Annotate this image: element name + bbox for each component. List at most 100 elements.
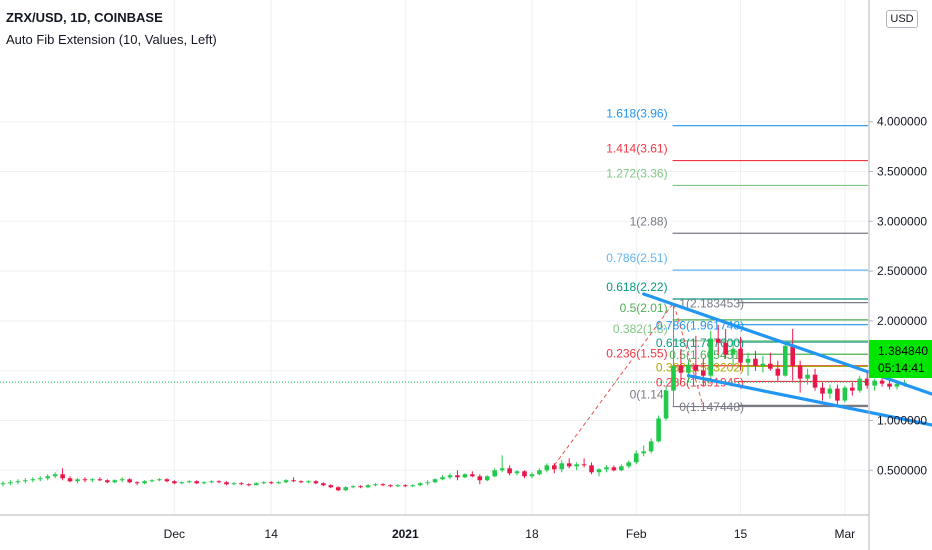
candle-body-46 [343, 487, 348, 491]
candle-body-47 [350, 486, 356, 488]
candle-body-14 [105, 480, 110, 483]
candle-body-120 [894, 383, 900, 387]
y-tick-label-5: 3.000000 [877, 214, 927, 228]
candle-body-70 [522, 471, 527, 477]
candle-body-85 [633, 453, 639, 463]
fib-ret-label-6: 1(2.183453) [679, 297, 744, 311]
candle-body-24 [179, 482, 185, 484]
candle-body-87 [648, 441, 654, 452]
candle-body-105 [782, 345, 788, 376]
candle-body-51 [380, 484, 386, 486]
candle-body-44 [328, 485, 334, 488]
candle-body-119 [887, 383, 892, 387]
candle-body-90 [671, 365, 676, 391]
candle-body-40 [298, 481, 304, 483]
fib-anchor-polyline [553, 301, 704, 466]
candle-body-20 [149, 480, 155, 482]
candle-body-30 [224, 482, 229, 485]
fib-ret-label-2: 0.382(1.543202) [656, 360, 744, 374]
candle-body-72 [537, 470, 542, 475]
candle-body-75 [559, 463, 565, 470]
candle-body-3 [23, 480, 28, 482]
candle-body-79 [589, 465, 594, 473]
candle-body-62 [462, 474, 468, 478]
candle-body-57 [425, 482, 430, 484]
candle-body-118 [879, 380, 885, 384]
candle-body-58 [432, 479, 438, 483]
candle-body-60 [447, 475, 453, 478]
candle-body-56 [417, 483, 423, 486]
candle-body-9 [67, 478, 73, 482]
candle-body-80 [596, 469, 602, 473]
candle-body-111 [827, 388, 833, 394]
candle-body-12 [90, 479, 95, 481]
candle-body-38 [283, 480, 289, 483]
candle-body-83 [619, 466, 624, 471]
y-tick-label-6: 3.500000 [877, 165, 927, 179]
candle-body-49 [365, 485, 371, 488]
candle-body-45 [335, 487, 341, 491]
currency-badge[interactable]: USD [886, 10, 918, 28]
candle-body-18 [134, 482, 140, 484]
candle-body-71 [529, 474, 535, 477]
candle-body-84 [626, 462, 632, 467]
candle-body-50 [373, 484, 378, 486]
bar-countdown-label: 05:14:41 [878, 361, 925, 375]
candle-body-77 [574, 464, 579, 467]
indicator-legend[interactable]: Auto Fib Extension (10, Values, Left) [6, 32, 217, 47]
x-tick-label-4: Feb [626, 527, 647, 541]
candle-body-26 [194, 481, 199, 484]
candle-body-29 [216, 481, 222, 483]
candle-body-43 [321, 483, 326, 486]
fib-ext-label-1: 0.236(1.55) [606, 347, 667, 361]
candle-body-32 [239, 483, 244, 485]
fib-ext-label-3: 0.5(2.01) [620, 301, 668, 315]
candle-body-86 [641, 451, 646, 454]
candle-body-110 [820, 387, 825, 394]
candle-body-35 [261, 482, 267, 484]
candle-body-16 [119, 479, 125, 481]
price-channel[interactable] [642, 292, 932, 428]
candle-body-0 [0, 483, 6, 485]
candle-body-54 [403, 485, 408, 487]
candle-body-19 [142, 481, 147, 484]
candle-body-22 [164, 479, 170, 482]
candle-body-17 [127, 479, 132, 483]
candle-body-5 [37, 478, 43, 480]
candle-body-92 [686, 364, 691, 373]
candle-body-33 [246, 484, 252, 486]
symbol-title[interactable]: ZRX/USD, 1D, COINBASE [6, 10, 163, 25]
candle-body-99 [738, 348, 743, 363]
candle-body-95 [708, 338, 714, 376]
candle-body-114 [850, 387, 855, 391]
fib-ext-label-2: 0.382(1.8) [613, 322, 668, 336]
candle-body-34 [254, 483, 259, 486]
candle-body-23 [172, 481, 177, 484]
candle-body-65 [484, 476, 490, 481]
y-tick-label-4: 2.500000 [877, 264, 927, 278]
candle-body-64 [477, 476, 483, 481]
candle-body-76 [566, 463, 572, 467]
candle-body-106 [790, 345, 795, 366]
candle-body-81 [604, 467, 609, 470]
y-tick-label-7: 4.000000 [877, 115, 927, 129]
candle-body-73 [544, 465, 550, 471]
candle-body-7 [52, 474, 58, 477]
x-tick-label-3: 18 [525, 527, 539, 541]
candle-body-48 [358, 486, 363, 488]
fib-ret-label-0: 0(1.147448) [679, 400, 744, 414]
y-tick-label-0: 0.500000 [877, 463, 927, 477]
grid [0, 0, 869, 515]
candle-body-67 [499, 468, 505, 471]
candle-body-89 [663, 390, 669, 419]
y-tick-label-1: 1.000000 [877, 414, 927, 428]
candle-body-100 [745, 358, 751, 363]
fib-extension-levels: 0(1.14) 0.236(1.55) 0.382(1.8) 0.5(2.01) 0.6… [606, 107, 868, 408]
candle-body-6 [45, 476, 50, 479]
fib-ext-label-6: 1(2.88) [630, 214, 668, 228]
candle-body-74 [552, 465, 557, 470]
candle-body-112 [835, 388, 840, 401]
